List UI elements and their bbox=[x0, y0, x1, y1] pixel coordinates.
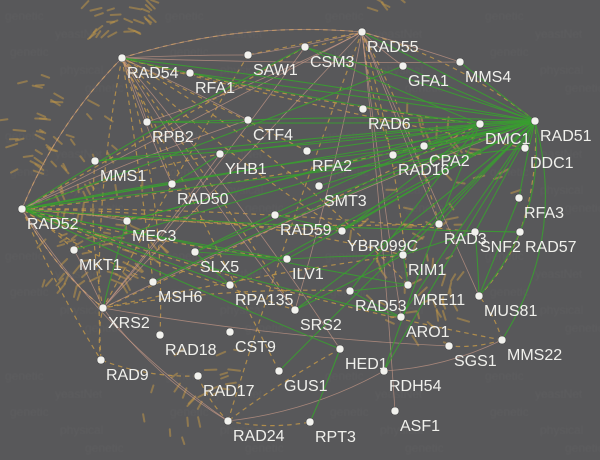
svg-text:RPB2: RPB2 bbox=[152, 129, 194, 146]
svg-text:ILV1: ILV1 bbox=[292, 266, 324, 283]
svg-text:RAD18: RAD18 bbox=[165, 342, 217, 359]
svg-text:SGS1: SGS1 bbox=[454, 353, 497, 370]
svg-text:RDH54: RDH54 bbox=[389, 378, 442, 395]
svg-text:MKT1: MKT1 bbox=[79, 257, 122, 274]
svg-text:CSM3: CSM3 bbox=[310, 54, 355, 71]
svg-text:MMS4: MMS4 bbox=[465, 69, 511, 86]
svg-text:RPT3: RPT3 bbox=[315, 429, 356, 446]
svg-text:XRS2: XRS2 bbox=[108, 315, 150, 332]
svg-text:GUS1: GUS1 bbox=[284, 378, 328, 395]
svg-text:RAD9: RAD9 bbox=[106, 367, 149, 384]
svg-text:RFA1: RFA1 bbox=[195, 80, 235, 97]
svg-text:MSH6: MSH6 bbox=[158, 289, 203, 306]
svg-text:RFA2: RFA2 bbox=[312, 158, 352, 175]
svg-text:MUS81: MUS81 bbox=[484, 303, 537, 320]
svg-text:MRE11: MRE11 bbox=[413, 292, 465, 309]
svg-text:MEC3: MEC3 bbox=[132, 228, 177, 245]
svg-text:CPA2: CPA2 bbox=[429, 153, 470, 170]
svg-text:RAD52: RAD52 bbox=[27, 216, 79, 233]
svg-text:CTF4: CTF4 bbox=[253, 127, 293, 144]
svg-text:CST9: CST9 bbox=[235, 339, 276, 356]
svg-text:SRS2: SRS2 bbox=[300, 317, 342, 334]
svg-text:DMC1: DMC1 bbox=[485, 131, 530, 148]
svg-text:RAD54: RAD54 bbox=[127, 65, 179, 82]
svg-text:MMS1: MMS1 bbox=[100, 168, 146, 185]
svg-text:DDC1: DDC1 bbox=[530, 155, 574, 172]
svg-text:RAD59: RAD59 bbox=[280, 222, 332, 239]
svg-text:SLX5: SLX5 bbox=[200, 259, 239, 276]
svg-text:RAD57: RAD57 bbox=[525, 239, 577, 256]
svg-text:ARO1: ARO1 bbox=[406, 324, 450, 341]
svg-text:RAD17: RAD17 bbox=[203, 383, 255, 400]
svg-text:RAD51: RAD51 bbox=[540, 128, 592, 145]
svg-text:RIM1: RIM1 bbox=[408, 262, 446, 279]
svg-text:RPA135: RPA135 bbox=[235, 292, 294, 309]
svg-text:GFA1: GFA1 bbox=[408, 73, 449, 90]
svg-text:SMT3: SMT3 bbox=[324, 193, 367, 210]
svg-text:RAD24: RAD24 bbox=[233, 428, 285, 445]
svg-text:SAW1: SAW1 bbox=[253, 62, 298, 79]
svg-text:RAD6: RAD6 bbox=[368, 116, 411, 133]
svg-text:YBR099C: YBR099C bbox=[347, 238, 418, 255]
svg-text:RAD50: RAD50 bbox=[177, 191, 229, 208]
svg-text:ASF1: ASF1 bbox=[400, 418, 440, 435]
svg-text:RFA3: RFA3 bbox=[524, 205, 564, 222]
svg-text:RAD53: RAD53 bbox=[355, 298, 407, 315]
svg-text:MMS22: MMS22 bbox=[507, 347, 562, 364]
svg-text:SNF2: SNF2 bbox=[480, 239, 521, 256]
svg-text:YHB1: YHB1 bbox=[225, 161, 267, 178]
svg-text:RAD55: RAD55 bbox=[367, 39, 419, 56]
svg-text:HED1: HED1 bbox=[345, 356, 388, 373]
